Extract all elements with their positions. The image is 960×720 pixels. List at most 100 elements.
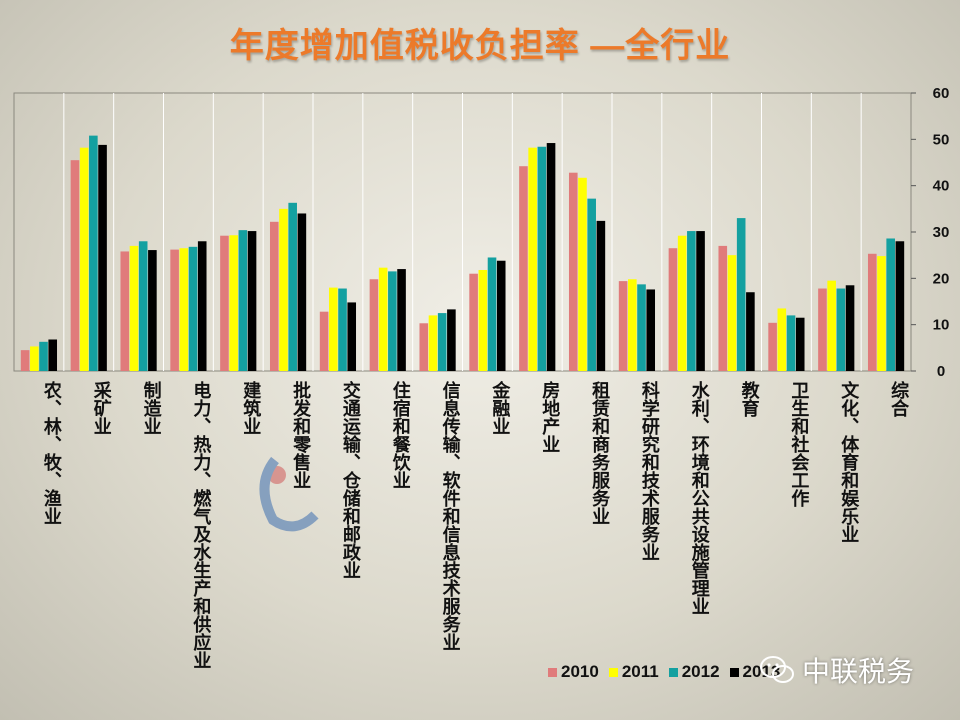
bar-2011	[528, 147, 537, 371]
legend-swatch	[608, 667, 618, 677]
bar-2013	[247, 231, 257, 371]
legend-swatch	[729, 667, 739, 677]
y-tick-label: 10	[933, 317, 950, 334]
bar-2011	[428, 315, 438, 371]
bar-2010	[519, 166, 528, 371]
bar-2011	[229, 235, 238, 371]
bar-2010	[70, 160, 80, 371]
bar-2012	[637, 284, 646, 371]
bar-2010	[419, 323, 429, 371]
x-tick-label: 住宿和餐饮业	[390, 381, 411, 489]
bar-2013	[845, 285, 855, 371]
bar-2012	[736, 218, 746, 371]
bar-2012	[886, 238, 895, 371]
bar-2013	[397, 269, 406, 371]
bar-2012	[39, 341, 48, 371]
company-seal-logo	[259, 456, 319, 532]
bar-2010	[768, 322, 777, 371]
bar-2013	[447, 309, 456, 371]
bar-2011	[179, 248, 189, 371]
bar-2010	[618, 281, 628, 371]
legend-item: 2010	[548, 662, 599, 682]
y-tick-label: 40	[933, 178, 950, 195]
bar-2011	[79, 147, 89, 371]
bar-2011	[329, 287, 338, 371]
bar-2012	[338, 288, 347, 371]
bar-2012	[687, 231, 696, 371]
bar-2013	[895, 241, 905, 371]
x-tick-label: 信息传输、软件和信息技术服务业	[440, 381, 461, 651]
legend-label: 2012	[681, 662, 720, 681]
x-tick-label: 农、林、牧、渔业	[41, 381, 62, 525]
bar-2012	[437, 313, 447, 371]
bar-2010	[120, 251, 130, 371]
watermark-text: 中联税务	[802, 656, 915, 687]
x-tick-label: 交通运输、仓储和邮政业	[340, 381, 361, 579]
bar-2010	[20, 350, 30, 371]
bar-2011	[578, 177, 587, 371]
x-tick-label: 采矿业	[91, 381, 112, 435]
legend-swatch	[668, 667, 678, 677]
bar-2013	[596, 220, 606, 371]
bar-2010	[170, 249, 179, 371]
legend-item: 2011	[608, 662, 659, 682]
y-tick-label: 0	[937, 363, 945, 380]
bar-2012	[138, 241, 148, 371]
bar-2012	[388, 271, 397, 371]
x-tick-label: 制造业	[141, 381, 162, 435]
x-tick-label: 金融业	[490, 381, 511, 435]
legend-swatch	[548, 667, 557, 677]
x-tick-label: 教育	[739, 381, 760, 417]
bar-2010	[818, 288, 827, 371]
x-tick-label: 综合	[889, 381, 910, 417]
bar-2013	[347, 302, 357, 371]
bar-2010	[668, 248, 678, 371]
bar-2013	[696, 231, 705, 371]
bar-2011	[777, 308, 787, 371]
bar-2010	[369, 279, 379, 371]
bar-2010	[319, 311, 329, 371]
bar-2013	[98, 144, 107, 371]
bar-2011	[279, 208, 288, 371]
x-tick-label: 租赁和商务服务业	[590, 381, 611, 525]
bar-2013	[795, 317, 805, 371]
x-tick-label: 建筑业	[241, 381, 262, 435]
bar-2011	[129, 245, 139, 371]
bar-2012	[89, 135, 98, 371]
bar-2010	[269, 221, 279, 371]
x-tick-label: 房地产业	[540, 381, 561, 453]
bar-2011	[628, 279, 637, 371]
legend-item: 2012	[668, 662, 720, 682]
legend-label: 2010	[561, 662, 599, 681]
x-tick-label: 电力、热力、燃气及水生产和供应业	[191, 381, 212, 669]
bar-2010	[867, 253, 877, 371]
bar-2013	[496, 260, 506, 371]
bar-2011	[378, 267, 388, 371]
bar-2013	[197, 241, 207, 371]
wechat-icon	[760, 656, 794, 683]
bar-2012	[188, 246, 198, 371]
x-tick-label: 水利、环境和公共设施管理业	[689, 381, 710, 615]
bar-2013	[546, 143, 556, 371]
x-tick-label: 批发和零售业	[291, 381, 312, 489]
bar-2013	[148, 250, 157, 371]
bar-2011	[877, 256, 886, 371]
bar-2010	[568, 172, 578, 371]
bar-2011	[677, 235, 687, 371]
bar-2012	[487, 257, 497, 371]
bar-2012	[587, 198, 596, 371]
bar-2013	[48, 339, 58, 371]
bar-2012	[238, 230, 248, 371]
bar-2012	[288, 202, 297, 371]
chart-title: 年度增加值税收负担率 —全行业	[229, 27, 731, 65]
bar-2011	[478, 269, 488, 371]
bar-2010	[469, 273, 478, 371]
bar-2011	[827, 280, 836, 371]
chart-legend: 2010 2011 2012 2013	[548, 660, 780, 684]
y-tick-label: 60	[933, 85, 950, 102]
wechat-watermark: 中联税务	[760, 650, 914, 690]
x-tick-label: 科学研究和技术服务业	[639, 381, 660, 561]
y-tick-label: 30	[933, 224, 950, 241]
bar-2013	[746, 292, 755, 371]
